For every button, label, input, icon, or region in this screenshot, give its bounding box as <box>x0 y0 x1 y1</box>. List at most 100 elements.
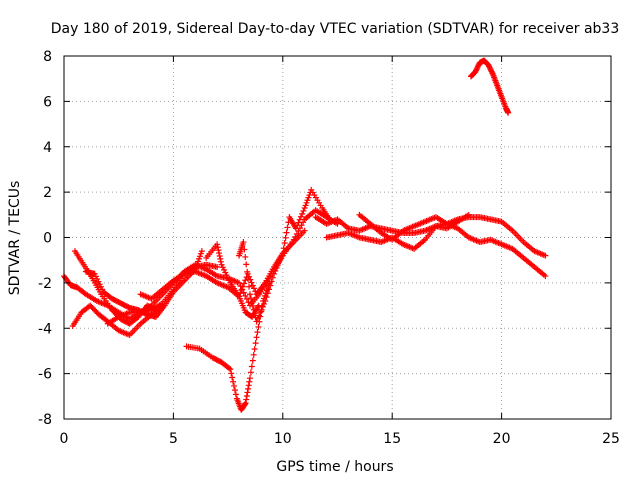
data-point <box>242 400 249 407</box>
x-tick-label: 5 <box>169 431 178 447</box>
grid-lines <box>64 56 611 419</box>
data-point <box>217 258 224 265</box>
y-tick-label: -6 <box>38 367 52 383</box>
data-point <box>248 298 255 305</box>
x-tick-labels: 0 5 10 15 20 25 <box>60 431 620 447</box>
data-point <box>266 286 273 293</box>
data-point <box>254 315 261 322</box>
chart-title: Day 180 of 2019, Sidereal Day-to-day VTE… <box>51 21 620 37</box>
series-track-d <box>82 248 205 320</box>
data-point <box>542 273 549 280</box>
data-point <box>242 277 249 284</box>
data-point <box>465 211 472 218</box>
series-track-l <box>356 211 549 280</box>
data-point <box>295 219 302 226</box>
data-point <box>279 250 286 257</box>
data-point <box>251 310 258 317</box>
data-point <box>300 207 307 214</box>
data-markers <box>61 57 549 413</box>
data-point <box>264 290 271 297</box>
y-tick-label: 0 <box>43 231 52 247</box>
data-point <box>245 382 252 389</box>
data-point <box>280 245 287 252</box>
data-point <box>236 293 243 300</box>
data-point <box>243 296 250 303</box>
data-point <box>271 270 278 277</box>
data-point <box>269 274 276 281</box>
series-track-m <box>467 57 512 116</box>
data-point <box>241 401 248 408</box>
data-point <box>292 225 299 232</box>
data-point <box>299 210 306 217</box>
data-point <box>232 391 239 398</box>
x-tick-label: 10 <box>274 431 292 447</box>
data-point <box>250 306 257 313</box>
x-tick-label: 0 <box>60 431 69 447</box>
data-point <box>249 282 256 289</box>
data-point <box>276 259 283 266</box>
data-point <box>301 227 308 234</box>
data-point <box>246 283 253 290</box>
axis-ticks <box>63 55 612 420</box>
data-point <box>217 255 224 262</box>
data-point <box>248 279 255 286</box>
x-axis-label: GPS time / hours <box>276 459 393 475</box>
data-point <box>243 396 250 403</box>
x-tick-label: 25 <box>602 431 620 447</box>
data-point <box>268 278 275 285</box>
data-point <box>246 378 253 385</box>
data-point <box>248 363 255 370</box>
data-point <box>267 282 274 289</box>
data-point <box>297 213 304 220</box>
series-track-h <box>203 227 308 300</box>
y-tick-label: -4 <box>38 321 52 337</box>
x-tick-label: 15 <box>383 431 401 447</box>
data-point <box>257 309 264 316</box>
data-point <box>294 222 301 229</box>
data-point <box>214 263 221 270</box>
data-point <box>261 300 268 307</box>
data-point <box>226 365 233 372</box>
data-point <box>231 382 238 389</box>
data-point <box>244 389 251 396</box>
data-point <box>243 261 250 268</box>
data-point <box>245 276 252 283</box>
data-point <box>215 247 222 254</box>
data-point <box>296 216 303 223</box>
data-point <box>216 250 223 257</box>
data-point <box>239 283 246 290</box>
data-point <box>255 323 262 330</box>
data-point <box>253 334 260 341</box>
data-point <box>250 351 257 358</box>
data-point <box>255 302 262 309</box>
data-point <box>152 307 159 314</box>
data-point <box>238 287 245 294</box>
data-point <box>251 285 258 292</box>
data-point <box>253 318 260 325</box>
data-point <box>231 387 238 394</box>
data-point <box>247 369 254 376</box>
data-point <box>244 268 251 275</box>
data-point <box>246 291 253 298</box>
data-point <box>237 290 244 297</box>
data-point <box>242 292 249 299</box>
data-point <box>262 298 269 305</box>
data-point <box>263 294 270 301</box>
series-track-j <box>312 214 549 259</box>
y-tick-label: 6 <box>43 94 52 110</box>
data-point <box>278 253 285 260</box>
data-point <box>283 229 290 236</box>
data-point <box>281 240 288 247</box>
data-point <box>505 109 512 116</box>
data-point <box>272 267 279 274</box>
y-tick-label: 4 <box>43 140 52 156</box>
data-point <box>282 234 289 241</box>
data-point <box>246 375 253 382</box>
y-tick-label: -8 <box>38 412 52 428</box>
data-point <box>228 370 235 377</box>
data-point <box>284 224 291 231</box>
data-point <box>236 279 243 286</box>
data-point <box>254 329 261 336</box>
data-point <box>259 303 266 310</box>
